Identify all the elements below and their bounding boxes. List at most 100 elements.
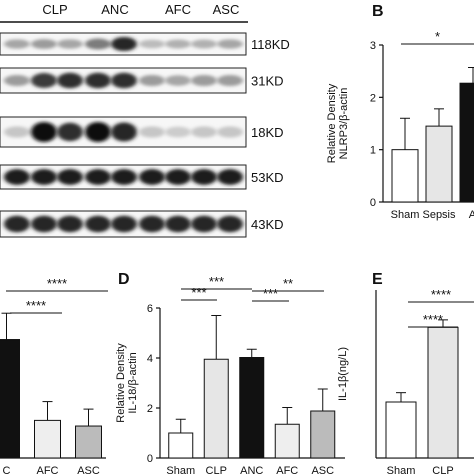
blot-band [111,215,137,233]
blot-band [217,39,243,49]
blot-band [217,74,243,87]
chart-panel-c: C AFC ASC ******** [0,276,108,474]
blot-band [31,39,57,49]
panel-letter-e: E [372,271,383,288]
y-tick-label: 6 [147,303,153,315]
bar [203,358,229,459]
significance-label: *** [191,285,206,300]
blot-band [191,169,217,185]
bar [0,339,20,459]
blot-band [57,215,83,233]
x-tick-label: Sham [166,465,195,474]
band-size-label: 118KD [251,37,290,52]
blot-band [31,121,57,143]
x-tick-label: CLP [206,465,227,474]
bar [239,357,265,459]
bar [34,419,61,459]
x-tick-label: ANC [240,465,263,474]
band-size-label: 18KD [251,125,284,140]
x-tick-label: Sepsis [422,209,456,221]
significance-label: *** [263,286,278,301]
significance-label: **** [26,298,46,313]
blot-band [57,122,83,142]
blot-band [4,169,30,185]
bar [310,410,336,459]
x-tick-label: A... [469,209,474,221]
blot-band [57,39,83,49]
chart-panel-e: IL-1β(ng/L) Sham CLP **** **** [337,287,474,474]
panel-letter-b: B [372,3,384,20]
y-axis-label: IL-1β(ng/L) [337,347,349,401]
blot-band [57,169,83,185]
chart-panel-b: 0 1 2 3 Relative Density NLRP3/β-actin Sham Sep… [326,29,474,221]
band-size-label: 31KD [251,74,284,89]
x-tick-label: AFC [37,465,59,474]
blot-band [85,38,111,50]
blot-band [57,72,83,89]
bar [385,401,417,459]
lane-label-anc: ANC [101,2,128,17]
y-axis-label: Relative Density [326,83,338,163]
y-axis-label: NLRP3/β-actin [338,88,350,160]
panel-letter-d: D [118,271,130,288]
blot-band [85,215,111,233]
x-tick-label: ASC [77,465,100,474]
blot-band [217,126,243,138]
bar [75,425,102,459]
bar [391,149,419,203]
y-tick-label: 4 [147,353,153,365]
bar [459,82,474,203]
significance-label: **** [47,276,67,291]
blot-band [165,39,191,49]
x-tick-label: C [3,465,11,474]
blot-band [139,74,165,87]
blot-band [4,126,30,138]
blot-band [111,37,137,51]
significance-label: **** [431,287,451,302]
band-size-label: 53KD [251,170,284,185]
y-tick-label: 3 [370,40,376,52]
blot-band [111,169,137,185]
y-tick-label: 2 [147,403,153,415]
y-tick-label: 2 [370,92,376,104]
blot-band [191,126,217,138]
y-axis-label: IL-18/β-actin [127,352,139,413]
x-tick-label: CLP [432,465,453,474]
blot-band [191,215,217,233]
blot-band [85,169,111,185]
significance-label: **** [423,312,443,327]
blot-band [4,215,30,233]
lane-label-asc: ASC [213,2,240,17]
blot-band [139,169,165,185]
x-tick-label: AFC [276,465,298,474]
x-tick-label: ASC [311,465,334,474]
bar [168,432,194,459]
bar [425,125,453,203]
chart-panel-d: 0 2 4 6 Relative Density IL-18/β-actin Sham CLP… [115,274,345,474]
blot-band [165,126,191,138]
significance-label: *** [209,274,224,289]
significance-label: ** [283,276,293,291]
x-tick-label: Sham [391,209,420,221]
bar [274,423,300,459]
blot-band [165,215,191,233]
blot-band [165,169,191,185]
bar [427,326,459,459]
blot-band [4,74,30,87]
blot-rows: 118KD 31KD 18KD 53KD 43KD [0,32,290,238]
blot-band [85,72,111,89]
blot-band [31,73,57,88]
y-tick-label: 0 [370,197,376,209]
blot-band [31,169,57,185]
band-size-label: 43KD [251,217,284,232]
y-tick-label: 0 [147,453,153,465]
blot-band [85,121,111,143]
y-axis-label: Relative Density [115,343,127,423]
significance-label: * [435,29,440,44]
lane-label-clp: CLP [42,2,67,17]
blot-band [165,75,191,86]
blot-band [191,74,217,87]
blot-band [217,169,243,185]
blot-band [139,126,165,138]
